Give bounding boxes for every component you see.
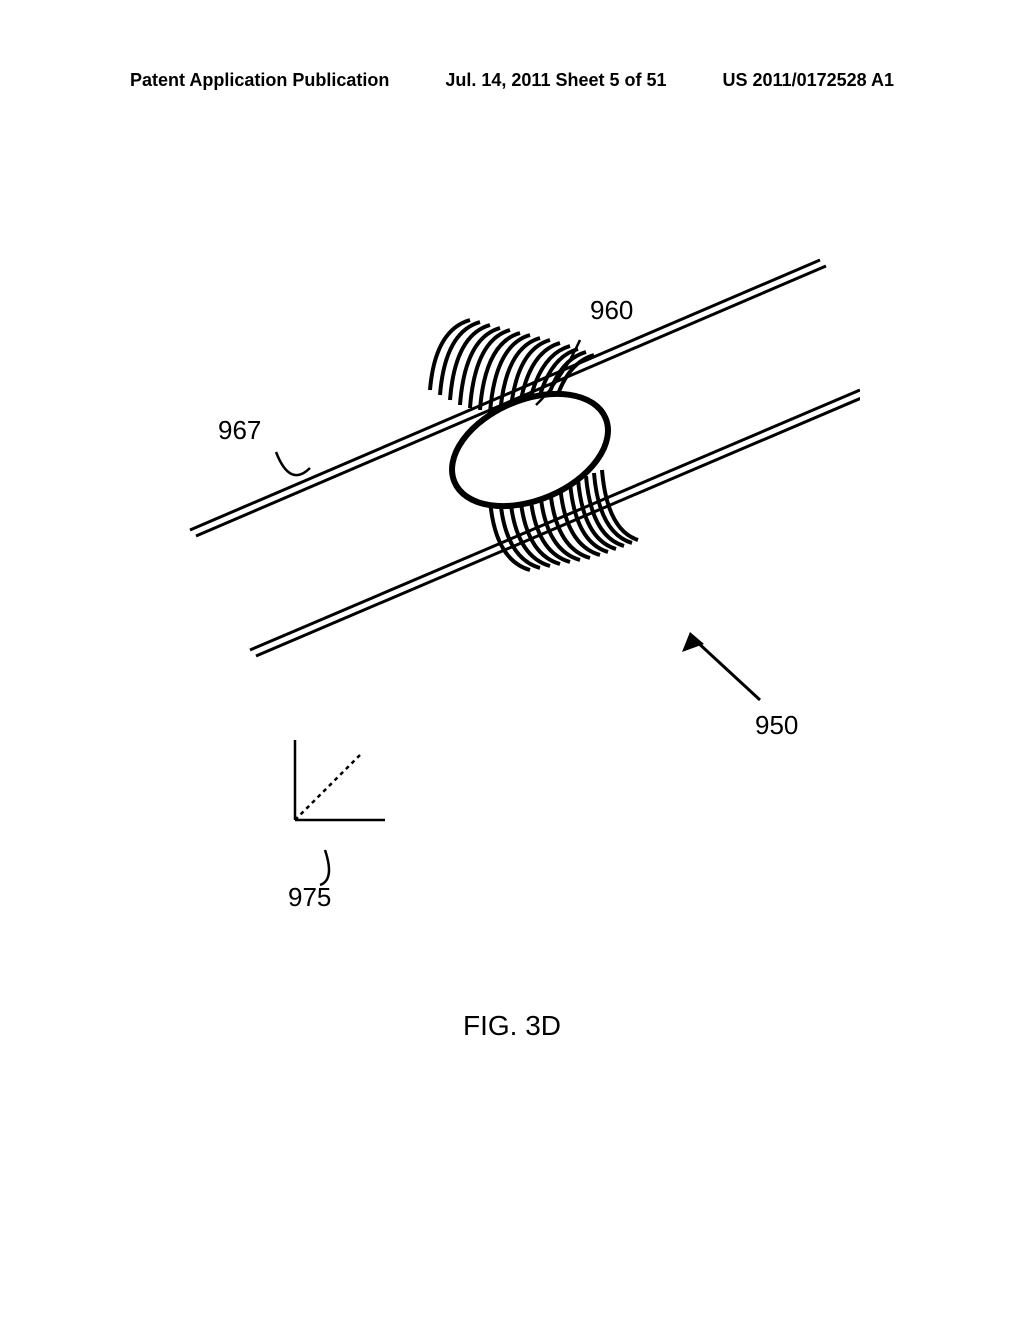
header-center: Jul. 14, 2011 Sheet 5 of 51: [445, 70, 666, 91]
ref-label-967: 967: [218, 415, 261, 446]
patent-diagram-svg: [160, 220, 860, 920]
figure-container: 960 967 950 975: [160, 220, 860, 770]
arrow-head-950: [682, 632, 704, 652]
leader-line-967: [276, 452, 310, 475]
header-right: US 2011/0172528 A1: [723, 70, 894, 91]
leader-line-975: [320, 850, 329, 885]
center-opening-ellipse: [435, 372, 625, 528]
coordinate-axes: [295, 740, 385, 820]
ref-label-975: 975: [288, 882, 331, 913]
figure-caption: FIG. 3D: [0, 1010, 1024, 1042]
header-left: Patent Application Publication: [130, 70, 389, 91]
ref-label-950: 950: [755, 710, 798, 741]
arrow-line-950: [695, 640, 760, 700]
ref-label-960: 960: [590, 295, 633, 326]
header: Patent Application Publication Jul. 14, …: [0, 70, 1024, 91]
